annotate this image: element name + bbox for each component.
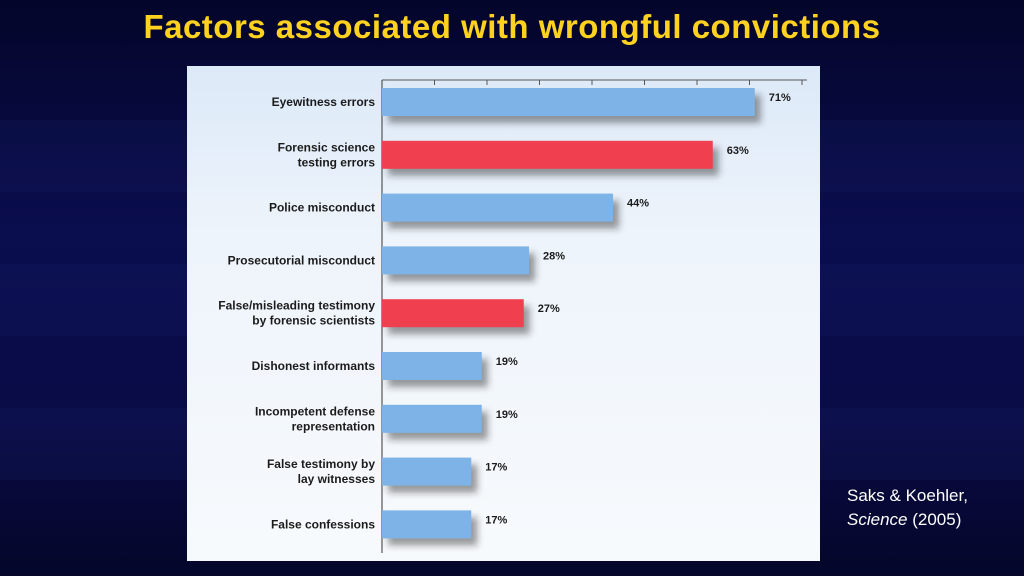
citation-journal: Science — [847, 510, 908, 529]
category-label: False/misleading testimony by forensic sc… — [218, 299, 375, 328]
chart-panel: Eyewitness errors 71% Forensic science test… — [187, 66, 820, 561]
category-label-line: representation — [292, 419, 375, 433]
bar — [382, 140, 713, 169]
category-label-line: testing errors — [298, 155, 376, 169]
category-label: False testimony by lay witnesses — [267, 457, 375, 486]
bar — [382, 510, 472, 539]
citation-authors: Saks & Koehler, — [847, 486, 968, 505]
value-label: 44% — [627, 198, 649, 210]
bar — [382, 299, 524, 328]
bar — [382, 457, 472, 486]
category-label: Forensic science testing errors — [278, 140, 376, 169]
bar — [382, 246, 529, 275]
value-label: 17% — [485, 514, 507, 526]
category-label-line: False confessions — [271, 517, 375, 531]
category-label: Prosecutorial misconduct — [228, 253, 375, 267]
value-label: 28% — [543, 250, 565, 262]
category-label-line: False testimony by — [267, 457, 375, 471]
value-label: 19% — [496, 356, 518, 368]
bar — [382, 352, 482, 380]
category-label-line: Dishonest informants — [252, 359, 376, 373]
value-label: 17% — [485, 462, 507, 474]
citation-source: Science (2005) — [847, 508, 968, 532]
category-label-line: Incompetent defense — [255, 404, 375, 418]
category-label: Dishonest informants — [252, 359, 376, 373]
value-label: 71% — [769, 92, 791, 104]
bar-chart: Eyewitness errors 71% Forensic science test… — [218, 79, 807, 553]
category-label-line: Eyewitness errors — [272, 95, 376, 109]
value-label: 63% — [727, 145, 749, 157]
bar — [382, 88, 755, 116]
bar — [382, 404, 482, 433]
category-label: Police misconduct — [269, 201, 375, 215]
citation: Saks & Koehler, Science (2005) — [847, 484, 968, 532]
category-label-line: by forensic scientists — [252, 314, 375, 328]
category-label-line: Forensic science — [278, 140, 376, 154]
citation-year: (2005) — [912, 510, 962, 529]
category-label: False confessions — [271, 517, 375, 531]
category-label-line: lay witnesses — [298, 472, 376, 486]
category-label-line: False/misleading testimony — [218, 299, 375, 313]
bar — [382, 193, 613, 222]
category-label: Eyewitness errors — [272, 95, 376, 109]
category-label-line: Police misconduct — [269, 201, 375, 215]
value-label: 27% — [538, 303, 560, 315]
category-label-line: Prosecutorial misconduct — [228, 253, 375, 267]
value-label: 19% — [496, 409, 518, 421]
category-label: Incompetent defense representation — [255, 404, 375, 433]
slide-title: Factors associated with wrongful convict… — [143, 8, 881, 45]
